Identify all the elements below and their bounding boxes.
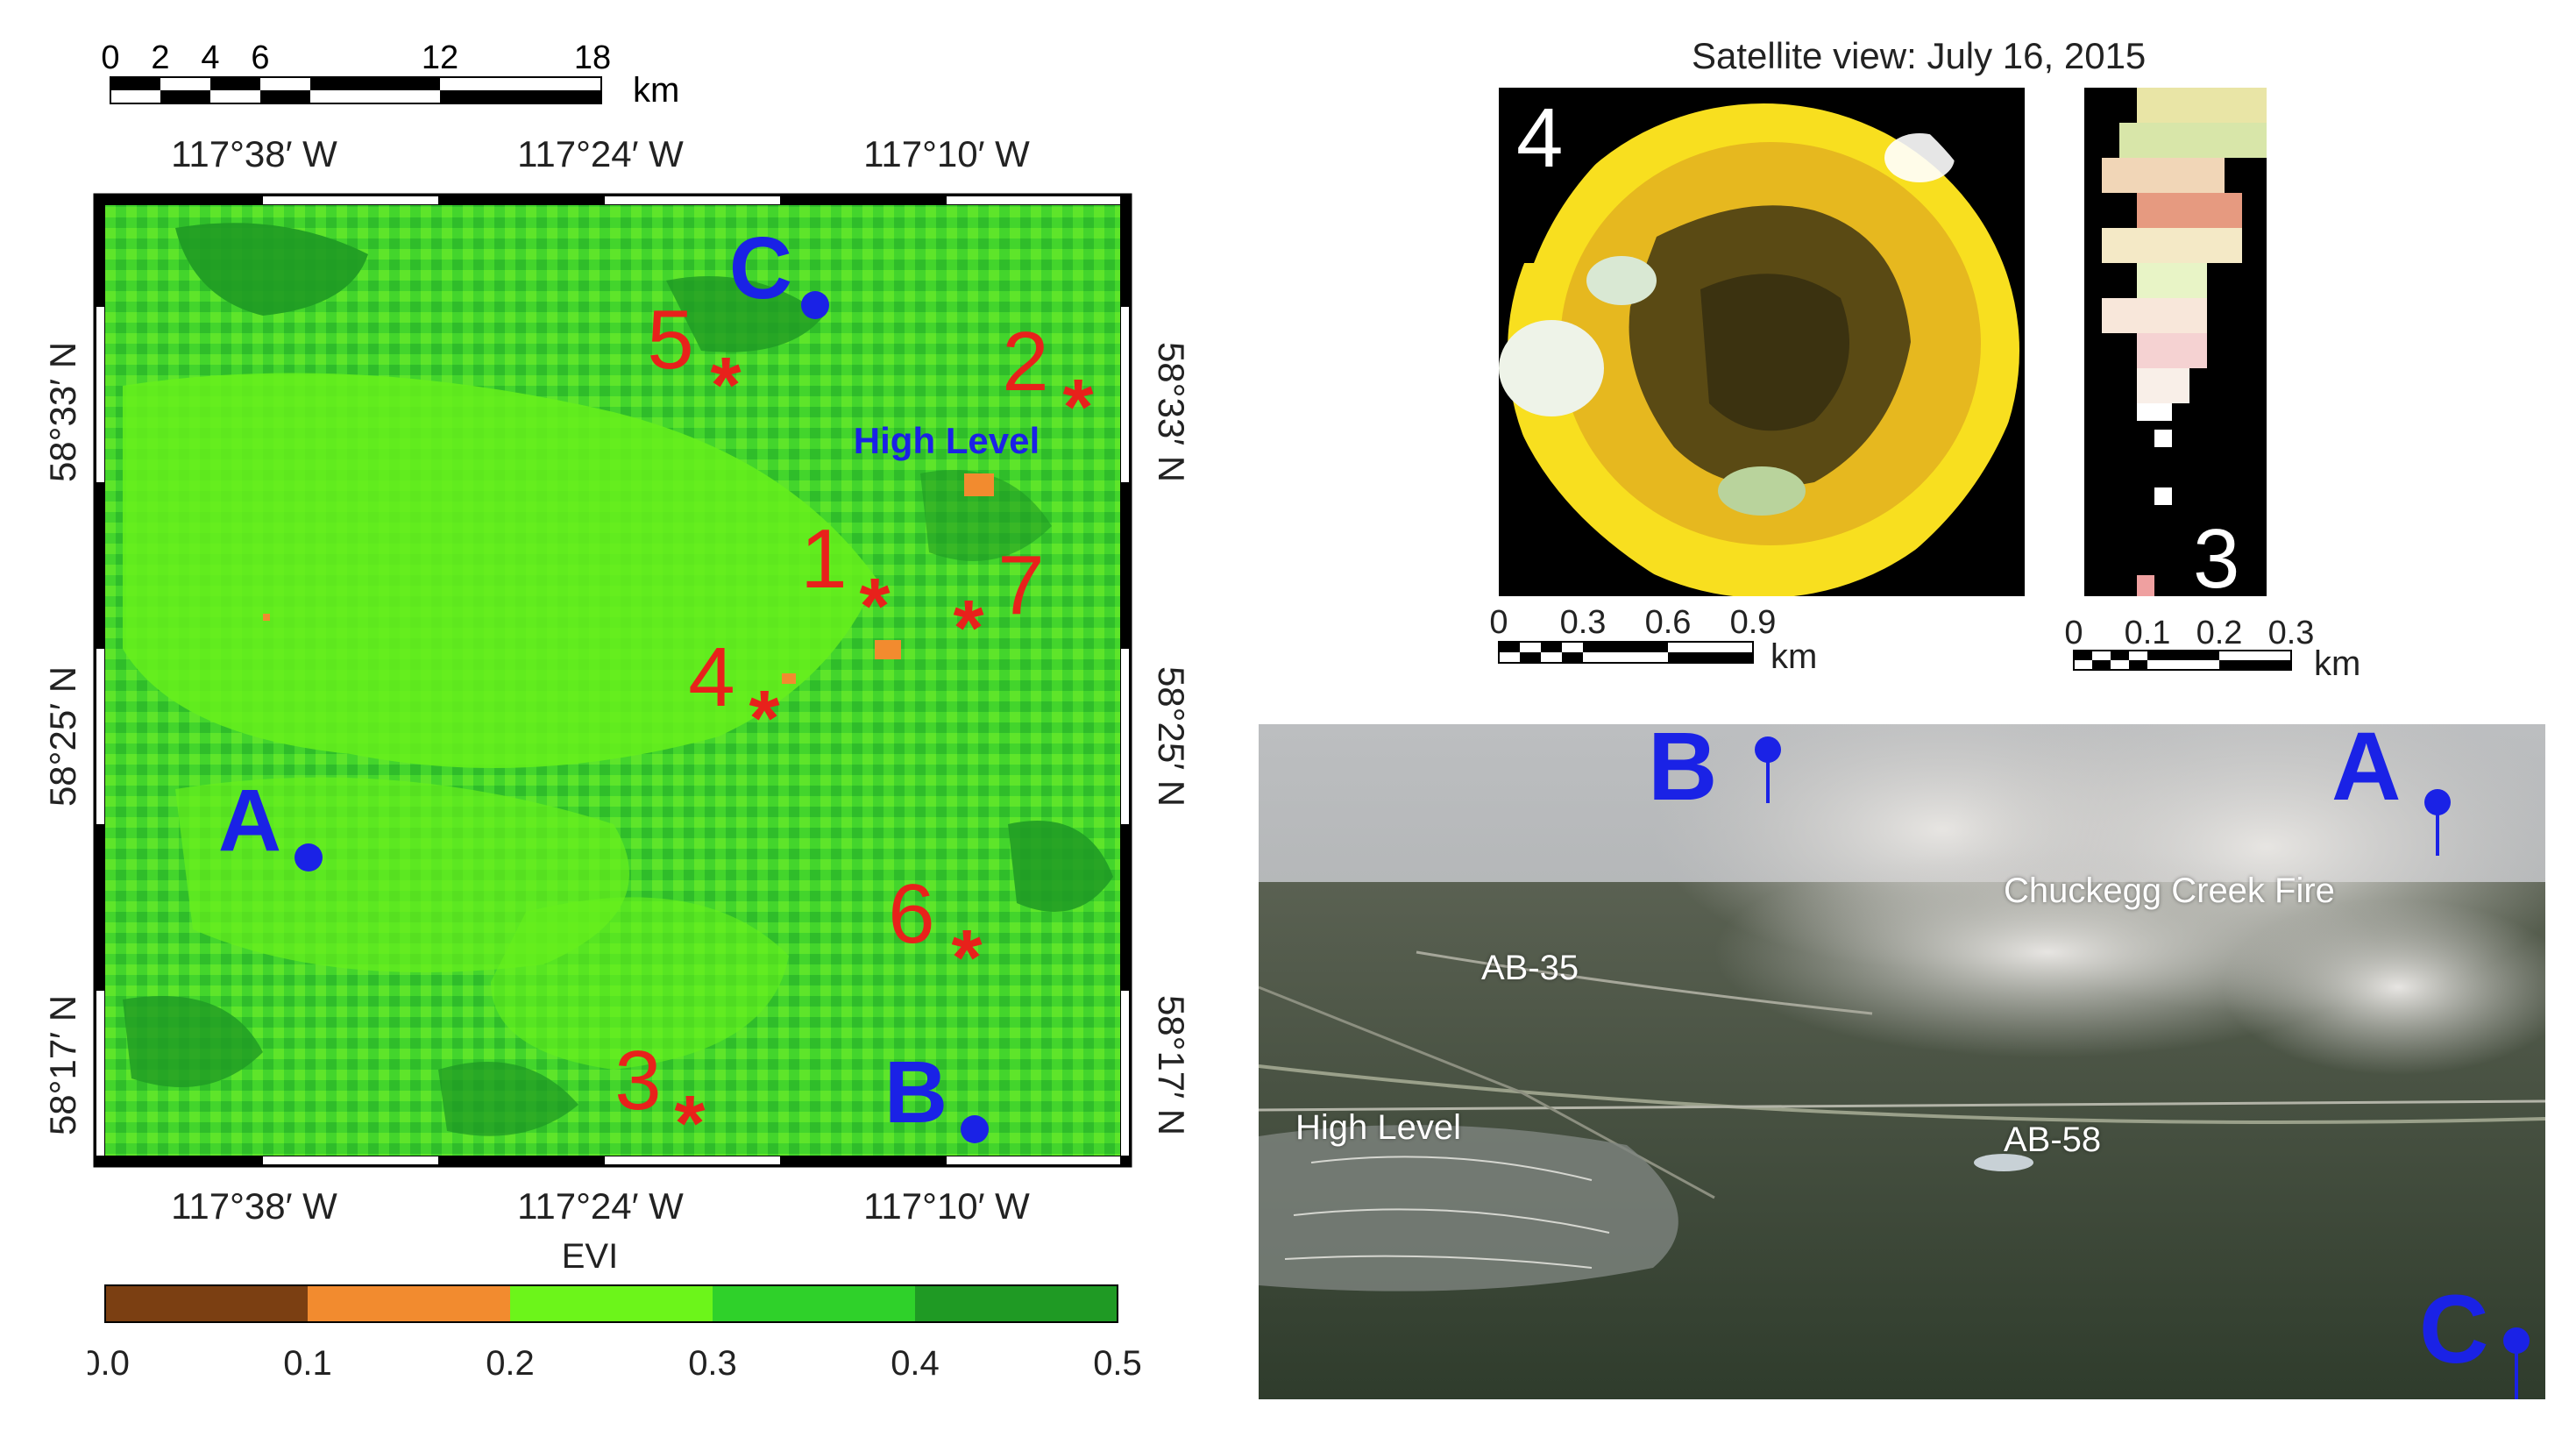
- legend-tick-1: 0.1: [283, 1344, 332, 1383]
- fire-site-7: * 7: [953, 538, 1044, 672]
- evi-map-panel: 117°38′ W 117°24′ W 117°10′ W 117°38′ W …: [0, 123, 1210, 1263]
- fire-site-5: 5 *: [647, 293, 741, 430]
- main-scale-tick-2: 2: [151, 39, 169, 76]
- photo-label-fire: Chuckegg Creek Fire: [2004, 872, 2335, 910]
- right-lat-label-1: 58°33′ N: [1151, 342, 1192, 482]
- evi-legend: EVI 0.0 0.1 0.2 0.3 0.4 0.5: [81, 1234, 1174, 1401]
- legend-swatch-4: [915, 1285, 1118, 1322]
- fire-site-label-6: 6: [888, 867, 934, 961]
- fire-site-star-3: *: [674, 1080, 705, 1168]
- main-scale-bar: 0 2 4 6 12 18 km: [96, 26, 710, 114]
- photo-label-high-level: High Level: [1295, 1108, 1462, 1147]
- fire-site-label-2: 2: [1002, 315, 1048, 409]
- p4-scale-tick-3: 0.9: [1730, 604, 1777, 641]
- satellite-panel-4-label: 4: [1516, 91, 1563, 185]
- location-point-c: C: [729, 219, 829, 319]
- main-scale-tick-0: 0: [101, 39, 119, 76]
- town-label-high-level: High Level: [854, 420, 1040, 461]
- aerial-photo: Chuckegg Creek Fire AB-35 High Level AB-…: [1259, 724, 2545, 1399]
- left-lat-label-2: 58°25′ N: [42, 666, 83, 807]
- p3-scale-tick-3: 0.3: [2268, 615, 2315, 651]
- main-scale-tick-12: 12: [422, 39, 458, 76]
- satellite-panel-3-image: 3: [2084, 88, 2267, 606]
- fire-site-2: 2 *: [1002, 315, 1093, 452]
- fire-site-4: 4 *: [688, 630, 779, 763]
- main-scale-tick-6: 6: [251, 39, 269, 76]
- top-lon-label-1: 117°38′ W: [171, 133, 337, 174]
- fire-site-1: 1 *: [800, 512, 890, 651]
- fire-site-3: 3 *: [614, 1034, 705, 1168]
- legend-tick-3: 0.3: [688, 1344, 737, 1383]
- location-point-b: B: [884, 1043, 989, 1143]
- fire-site-star-7: *: [953, 585, 983, 672]
- evi-legend-graphic: EVI 0.0 0.1 0.2 0.3 0.4 0.5: [81, 1237, 1142, 1383]
- p3-scale-tick-0: 0: [2064, 615, 2083, 651]
- evi-map-graphic: 117°38′ W 117°24′ W 117°10′ W 117°38′ W …: [42, 133, 1192, 1227]
- p3-scale-tick-1: 0.1: [2125, 615, 2171, 651]
- satellite-panel-3: 3: [2084, 88, 2267, 606]
- fire-site-label-3: 3: [614, 1034, 661, 1128]
- location-label-b: B: [884, 1043, 947, 1142]
- photo-label-ab35: AB-35: [1481, 949, 1579, 987]
- photo-marker-b-label: B: [1648, 713, 1718, 821]
- photo-label-ab58: AB-58: [2004, 1121, 2102, 1159]
- bottom-lon-label-1: 117°38′ W: [171, 1185, 337, 1227]
- aerial-photo-image: [1259, 724, 2545, 1399]
- p4-scale-tick-2: 0.6: [1645, 604, 1692, 641]
- main-scale-bar-graphic: 0 2 4 6 12 18 km: [101, 39, 679, 110]
- fire-site-label-5: 5: [647, 293, 693, 387]
- fire-site-star-2: *: [1062, 364, 1093, 452]
- fire-site-star-4: *: [749, 675, 779, 763]
- legend-swatch-2: [510, 1285, 713, 1322]
- legend-tick-5: 0.5: [1093, 1344, 1142, 1383]
- legend-title: EVI: [562, 1237, 618, 1276]
- fire-site-star-5: *: [710, 342, 741, 430]
- legend-tick-2: 0.2: [486, 1344, 535, 1383]
- bottom-lon-label-2: 117°24′ W: [517, 1185, 684, 1227]
- legend-swatch-3: [713, 1285, 915, 1322]
- main-scale-unit: km: [633, 71, 679, 110]
- p4-scale-tick-0: 0: [1489, 604, 1508, 641]
- left-lat-label-1: 58°33′ N: [42, 342, 83, 482]
- satellite-panel-4-scale-graphic: 0 0.3 0.6 0.9 km: [1489, 604, 1817, 676]
- fire-site-label-1: 1: [800, 512, 847, 606]
- fire-site-star-1: *: [859, 563, 890, 651]
- p4-scale-unit: km: [1771, 637, 1817, 675]
- bottom-lon-label-3: 117°10′ W: [863, 1185, 1030, 1227]
- satellite-panel-4: 4: [1499, 88, 2025, 598]
- location-label-a: A: [218, 772, 281, 870]
- satellite-panel-4-image: 4: [1499, 88, 2025, 598]
- legend-tick-0: 0.0: [88, 1344, 130, 1383]
- location-point-a: A: [218, 772, 323, 872]
- fire-site-label-7: 7: [997, 538, 1044, 632]
- satellite-panel-3-label: 3: [2193, 512, 2239, 596]
- photo-marker-a-pin: [2423, 787, 2452, 857]
- photo-marker-b-pin: [1753, 735, 1783, 805]
- legend-swatch-1: [308, 1285, 510, 1322]
- main-scale-tick-4: 4: [201, 39, 219, 76]
- photo-marker-a-label: A: [2331, 713, 2402, 821]
- fire-site-6: 6 *: [888, 867, 982, 1002]
- left-lat-label-3: 58°17′ N: [42, 995, 83, 1135]
- right-lat-label-3: 58°17′ N: [1151, 995, 1192, 1135]
- satellite-panel-3-scale: 0 0.1 0.2 0.3 km: [2060, 605, 2480, 684]
- right-lat-label-2: 58°25′ N: [1151, 666, 1192, 807]
- top-lon-label-3: 117°10′ W: [863, 133, 1030, 174]
- top-lon-label-2: 117°24′ W: [517, 133, 684, 174]
- satellite-panel-3-scale-graphic: 0 0.1 0.2 0.3 km: [2064, 615, 2360, 683]
- location-label-c: C: [729, 219, 792, 317]
- legend-tick-4: 0.4: [891, 1344, 940, 1383]
- main-scale-tick-18: 18: [574, 39, 611, 76]
- satellite-view-title: Satellite view: July 16, 2015: [1692, 35, 2147, 76]
- fire-site-label-4: 4: [688, 630, 734, 724]
- photo-marker-c-pin: [2501, 1326, 2531, 1399]
- fire-site-star-6: *: [951, 914, 982, 1002]
- p3-scale-tick-2: 0.2: [2196, 615, 2243, 651]
- satellite-panel-4-scale: 0 0.3 0.6 0.9 km: [1481, 596, 1867, 676]
- p4-scale-tick-1: 0.3: [1560, 604, 1607, 641]
- legend-swatch-0: [105, 1285, 308, 1322]
- p3-scale-unit: km: [2314, 644, 2360, 683]
- photo-marker-c-label: C: [2419, 1276, 2489, 1384]
